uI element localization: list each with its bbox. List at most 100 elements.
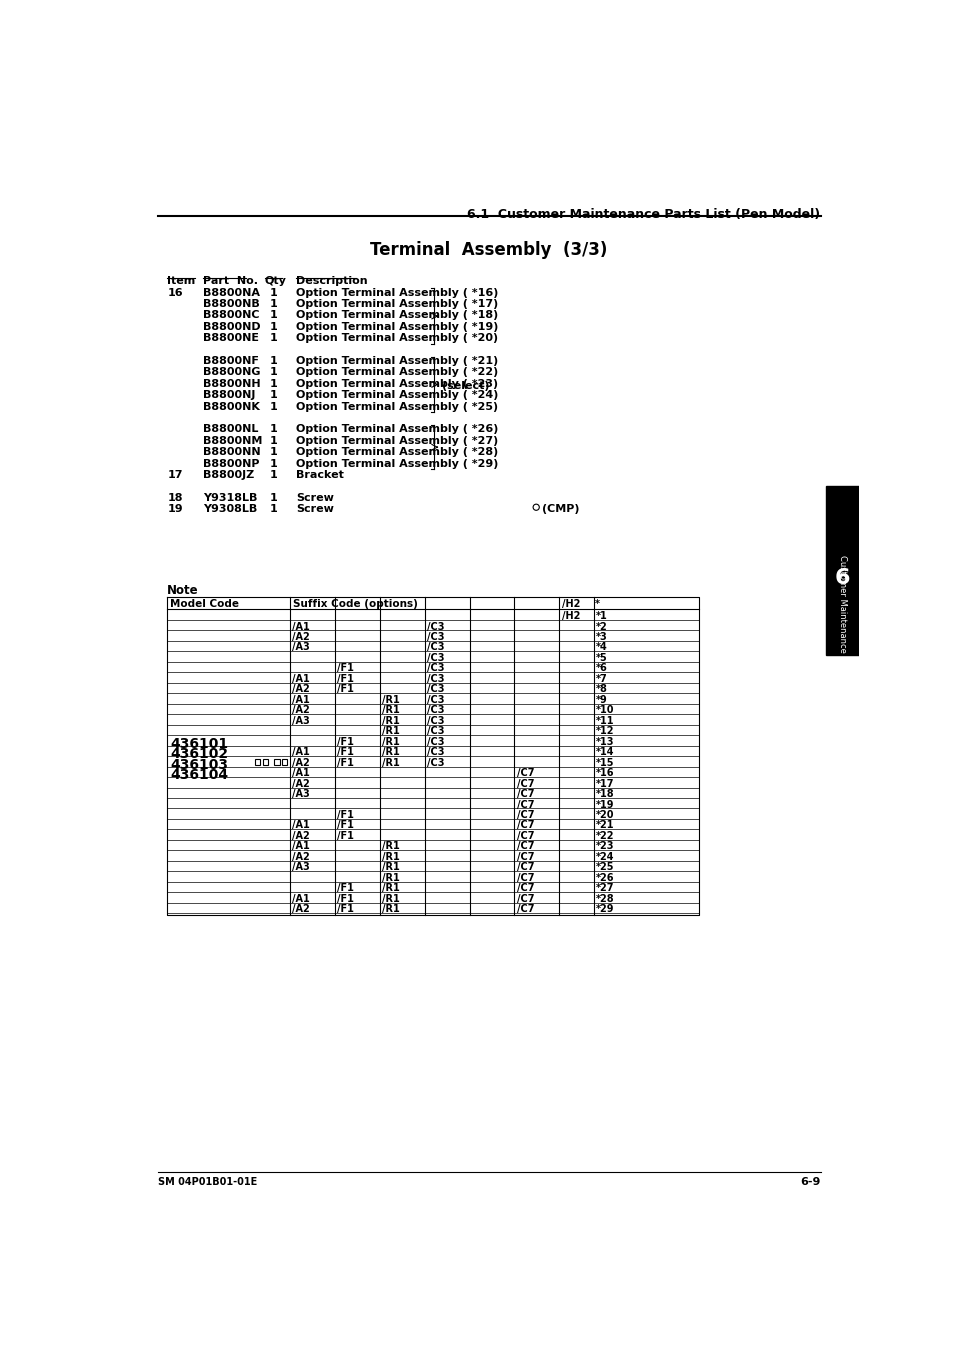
Text: *: * <box>595 598 599 609</box>
Text: B8800NH: B8800NH <box>203 378 260 389</box>
Text: *2: *2 <box>596 621 607 631</box>
Text: Option Terminal Assembly ( *21): Option Terminal Assembly ( *21) <box>295 357 497 366</box>
Text: /C7: /C7 <box>517 789 534 798</box>
Text: 1: 1 <box>270 378 277 389</box>
Text: /C3: /C3 <box>427 663 444 673</box>
Text: /C7: /C7 <box>517 811 534 820</box>
Text: /A3: /A3 <box>292 643 310 653</box>
Text: /C3: /C3 <box>427 736 444 747</box>
Text: /C3: /C3 <box>427 632 444 642</box>
Text: *13: *13 <box>596 736 614 747</box>
Text: /F1: /F1 <box>336 820 354 831</box>
Text: *12: *12 <box>596 727 614 736</box>
Text: *25: *25 <box>596 862 614 873</box>
Text: 436104: 436104 <box>171 769 229 782</box>
Text: Qty: Qty <box>265 276 287 286</box>
Text: *24: *24 <box>596 852 614 862</box>
Text: /R1: /R1 <box>381 727 399 736</box>
Text: *5: *5 <box>596 653 607 663</box>
Text: Option Terminal Assembly ( *24): Option Terminal Assembly ( *24) <box>295 390 497 400</box>
Text: /A1: /A1 <box>292 820 310 831</box>
Text: /F1: /F1 <box>336 747 354 757</box>
Text: /H2: /H2 <box>561 598 579 609</box>
Text: B8800NC: B8800NC <box>203 311 259 320</box>
Text: 1: 1 <box>270 334 277 343</box>
Text: Option Terminal Assembly ( *17): Option Terminal Assembly ( *17) <box>295 299 497 309</box>
Text: 436102: 436102 <box>171 747 229 761</box>
Text: /C7: /C7 <box>517 820 534 831</box>
Text: Y9318LB: Y9318LB <box>203 493 257 503</box>
Text: *6: *6 <box>596 663 607 673</box>
Text: 1: 1 <box>270 458 277 469</box>
Text: SM 04P01B01-01E: SM 04P01B01-01E <box>158 1177 257 1188</box>
Text: Customer Maintenance Parts List: Customer Maintenance Parts List <box>837 555 846 693</box>
Text: Option Terminal Assembly ( *29): Option Terminal Assembly ( *29) <box>295 458 497 469</box>
Text: /F1: /F1 <box>336 831 354 840</box>
Text: *20: *20 <box>596 811 614 820</box>
Text: *4: *4 <box>596 643 607 653</box>
Text: /C3: /C3 <box>427 747 444 757</box>
Text: /R1: /R1 <box>381 694 399 705</box>
Text: /A1: /A1 <box>292 769 310 778</box>
Text: Part  No.: Part No. <box>203 276 257 286</box>
Text: B8800NB: B8800NB <box>203 299 259 309</box>
Text: /A1: /A1 <box>292 674 310 684</box>
Text: /A1: /A1 <box>292 842 310 851</box>
Text: /C7: /C7 <box>517 884 534 893</box>
Text: 436101: 436101 <box>171 736 229 751</box>
Text: /A2: /A2 <box>292 685 310 694</box>
Text: 1: 1 <box>270 493 277 503</box>
Text: /C7: /C7 <box>517 842 534 851</box>
Text: 18: 18 <box>167 493 183 503</box>
Text: /R1: /R1 <box>381 747 399 757</box>
Text: 1: 1 <box>270 470 277 480</box>
Text: *19: *19 <box>596 800 614 809</box>
Text: /F1: /F1 <box>336 674 354 684</box>
Text: /A3: /A3 <box>292 862 310 873</box>
Text: /F1: /F1 <box>336 894 354 904</box>
Text: /A2: /A2 <box>292 705 310 715</box>
Text: Option Terminal Assembly ( *26): Option Terminal Assembly ( *26) <box>295 424 497 435</box>
Text: B8800NF: B8800NF <box>203 357 258 366</box>
Text: *9: *9 <box>596 694 607 705</box>
Text: 1: 1 <box>270 447 277 457</box>
Text: *16: *16 <box>596 769 614 778</box>
Bar <box>254 759 260 765</box>
Text: B8800JZ: B8800JZ <box>203 470 253 480</box>
Text: *3: *3 <box>596 632 607 642</box>
Text: *28: *28 <box>596 894 614 904</box>
Text: Option Terminal Assembly ( *20): Option Terminal Assembly ( *20) <box>295 334 497 343</box>
Text: /A2: /A2 <box>292 778 310 789</box>
Text: 1: 1 <box>270 367 277 377</box>
Text: *22: *22 <box>596 831 614 840</box>
Text: Bracket: Bracket <box>295 470 343 480</box>
Text: /R1: /R1 <box>381 894 399 904</box>
Text: 1: 1 <box>270 401 277 412</box>
Text: (select): (select) <box>441 381 489 392</box>
Text: B8800NE: B8800NE <box>203 334 258 343</box>
Text: /R1: /R1 <box>381 705 399 715</box>
Text: /C7: /C7 <box>517 800 534 809</box>
Text: /A2: /A2 <box>292 904 310 915</box>
Text: /C3: /C3 <box>427 716 444 725</box>
Text: *1: *1 <box>596 611 607 621</box>
Text: 6: 6 <box>834 567 849 588</box>
Text: Note: Note <box>167 584 199 597</box>
Text: /A1: /A1 <box>292 747 310 757</box>
Text: 1: 1 <box>270 357 277 366</box>
Text: 1: 1 <box>270 311 277 320</box>
Text: 19: 19 <box>167 504 183 515</box>
Text: *26: *26 <box>596 873 614 882</box>
Text: 16: 16 <box>167 288 183 297</box>
Text: /R1: /R1 <box>381 716 399 725</box>
Text: /A2: /A2 <box>292 831 310 840</box>
Text: /C3: /C3 <box>427 653 444 663</box>
Text: (CMP): (CMP) <box>542 504 579 515</box>
Bar <box>282 759 287 765</box>
Text: /C3: /C3 <box>427 621 444 631</box>
Text: 1: 1 <box>270 288 277 297</box>
Text: *15: *15 <box>596 758 614 767</box>
Text: Description: Description <box>295 276 367 286</box>
Bar <box>274 759 279 765</box>
Text: Option Terminal Assembly ( *27): Option Terminal Assembly ( *27) <box>295 436 497 446</box>
